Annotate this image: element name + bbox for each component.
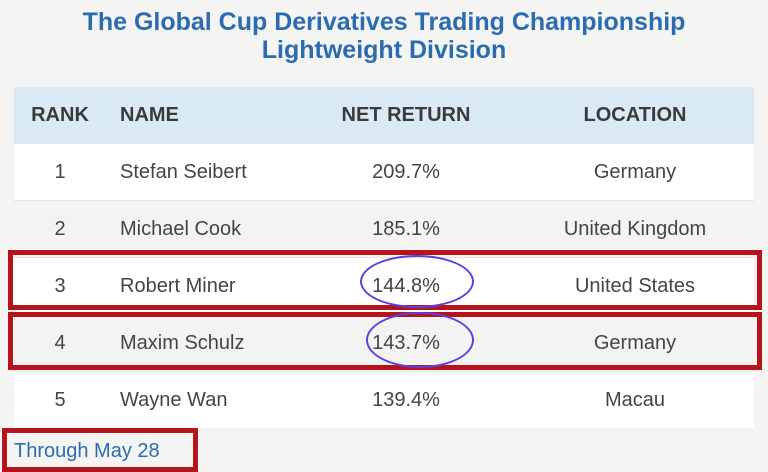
cell-name: Wayne Wan [120,388,228,411]
table-row: 1 Stefan Seibert 209.7% Germany [14,143,754,200]
cell-name: Robert Miner [120,274,236,297]
page-title: The Global Cup Derivatives Trading Champ… [0,8,768,64]
table-row: 5 Wayne Wan 139.4% Macau [14,371,754,428]
cell-name: Maxim Schulz [120,331,245,354]
highlight-box-row-4 [8,312,762,370]
title-line-1: The Global Cup Derivatives Trading Champ… [82,8,686,36]
table-row: 2 Michael Cook 185.1% United Kingdom [14,200,754,257]
table-header: RANK NAME NET RETURN LOCATION [14,87,754,143]
cell-net-return: 185.1% [372,217,440,240]
cell-name: Michael Cook [120,217,242,240]
header-rank: RANK [31,103,89,126]
title-line-2: Lightweight Division [261,36,507,64]
footnote-link[interactable]: Through May 28 [14,440,160,462]
cell-name: Stefan Seibert [120,160,247,183]
highlight-box-row-3 [8,250,762,310]
highlight-box-footnote [2,428,198,472]
header-net-return: NET RETURN [341,103,471,126]
cell-location: Germany [593,331,677,354]
cell-rank: 4 [54,331,66,354]
cell-location: Germany [593,160,677,183]
circle-annotation-row-3 [360,255,474,308]
cell-net-return: 209.7% [372,160,440,183]
cell-rank: 5 [54,388,66,411]
circle-annotation-row-4 [366,312,474,368]
cell-rank: 1 [54,160,66,183]
cell-rank: 3 [54,274,66,297]
cell-location: United States [574,274,696,297]
cell-location: Macau [604,388,666,411]
header-name: NAME [120,103,179,126]
header-location: LOCATION [583,103,687,126]
cell-net-return: 139.4% [372,388,440,411]
cell-rank: 2 [54,217,66,240]
cell-location: United Kingdom [563,217,707,240]
